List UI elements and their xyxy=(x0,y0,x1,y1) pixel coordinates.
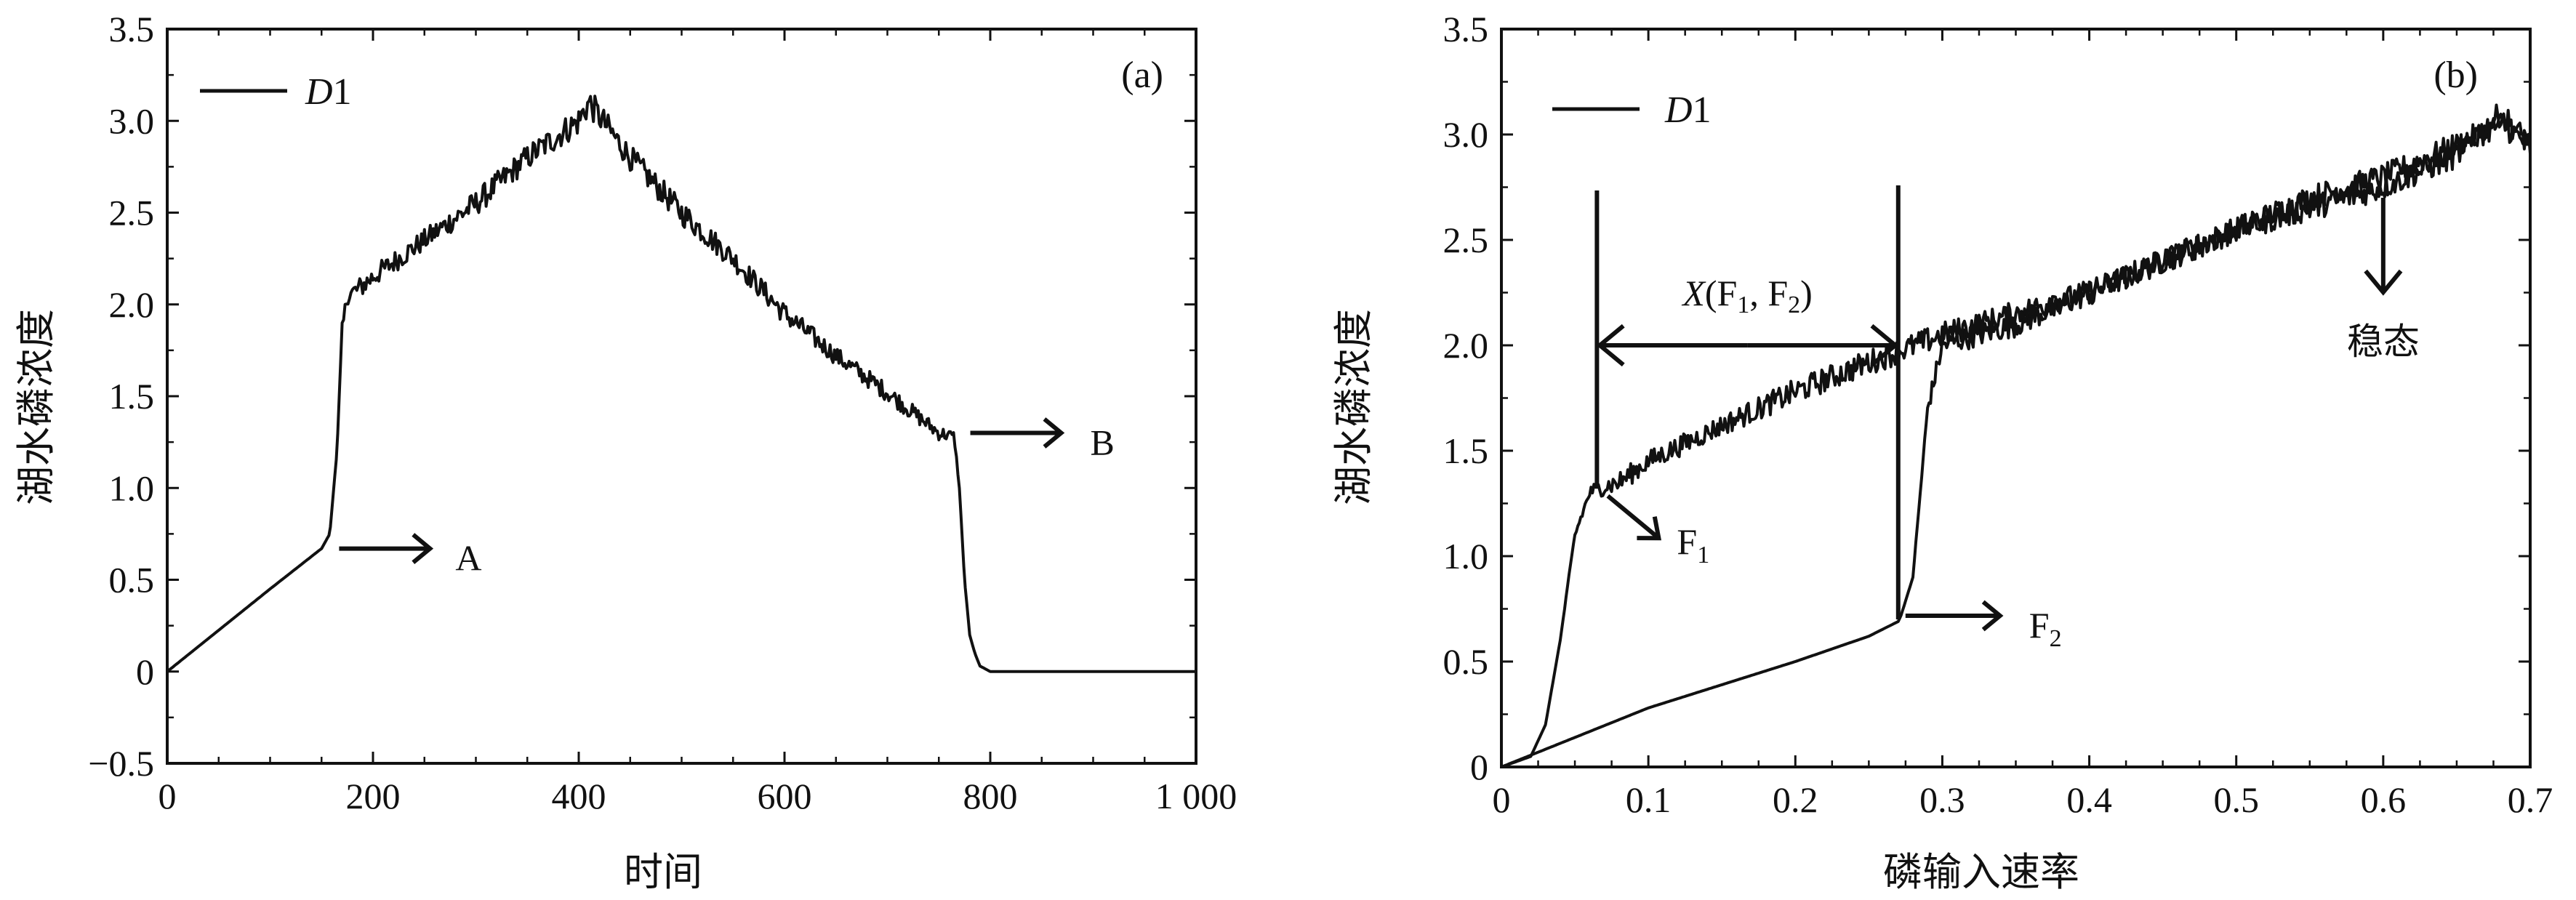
b-x-tick-label: 0.1 xyxy=(1626,779,1672,820)
a-x-tick-label: 800 xyxy=(963,776,1018,816)
panel-b-annotation-F2: F2 xyxy=(2029,605,2062,652)
panel-b-annotation-steady-state: 稳态 xyxy=(2347,321,2420,362)
a-x-tick-label: 600 xyxy=(758,776,812,816)
b-y-tick-label: 2.0 xyxy=(1443,325,1489,366)
panel-a-arrow-A xyxy=(339,533,434,565)
panel-b-span-arrow-right-head xyxy=(1870,324,1899,367)
panel-b-arrow-F1-shaft xyxy=(1606,494,1661,540)
b-frame xyxy=(1500,28,2532,768)
b-y-tick-label: 2.5 xyxy=(1443,220,1489,260)
panel-b-plot-area xyxy=(1500,28,2532,768)
panel-b-span-arrow xyxy=(1596,324,1899,367)
panel-a-ticks: 0 200 400 600 800 1 000−0.500.51.01.52.02.53.… xyxy=(88,9,1237,816)
panel-b: 0 0.1 0.2 0.3 0.4 0.5 0.6 0.7 0 0.5 1.0 1.5 2.0 2.5 3.… xyxy=(1331,9,2553,895)
b-y-tick-label: 0 xyxy=(1470,747,1488,787)
panel-b-ticks: 0 0.1 0.2 0.3 0.4 0.5 0.6 0.7 0 0.5 1.0 1.5 2.0 2.5 3.… xyxy=(1443,9,2553,820)
a-y-tick-label: −0.5 xyxy=(88,743,154,784)
panel-b-label: (b) xyxy=(2433,55,2478,96)
panel-b-annotation-F1: F1 xyxy=(1677,521,1709,568)
a-y-tick-label: 1.5 xyxy=(109,376,155,417)
a-x-tick-label: 0 xyxy=(159,776,177,816)
a-x-tick-label: 400 xyxy=(552,776,606,816)
b-x-tick-label: 0.6 xyxy=(2361,779,2407,820)
a-x-tick-label: 200 xyxy=(346,776,401,816)
a-frame xyxy=(166,28,1197,765)
a-series-line-0 xyxy=(166,95,1196,673)
b-series-line-1 xyxy=(1501,103,2532,768)
panel-b-arrow-F2 xyxy=(1905,600,2004,632)
a-y-tick-label: 0.5 xyxy=(109,560,155,600)
panel-b-legend-label: D1 xyxy=(1664,89,1712,131)
b-y-tick-label: 3.0 xyxy=(1443,114,1489,155)
b-x-tick-label: 0 xyxy=(1493,779,1511,820)
panel-a-label: (a) xyxy=(1121,55,1163,96)
a-y-tick-label: 3.5 xyxy=(109,9,155,49)
panel-a-annotation-A: A xyxy=(455,538,481,579)
b-y-tick-label: 1.5 xyxy=(1443,430,1489,471)
panel-a-plot-area xyxy=(166,28,1197,765)
panel-b-legend: D1 xyxy=(1552,89,1712,131)
b-x-tick-label: 0.4 xyxy=(2066,779,2112,820)
panel-a-series xyxy=(166,95,1196,673)
a-y-tick-label: 0 xyxy=(136,651,154,692)
b-x-tick-label: 0.2 xyxy=(1773,779,1818,820)
panel-b-hysteresis-lines xyxy=(1594,185,1901,619)
panel-b-arrow-F1 xyxy=(1606,494,1662,541)
panel-b-arrow-steady-state xyxy=(2364,198,2403,296)
b-series-line-0 xyxy=(1501,113,2532,768)
panel-b-annotation-X: X(F1, F2) xyxy=(1681,273,1812,318)
b-x-tick-label: 0.5 xyxy=(2213,779,2259,820)
a-y-tick-label: 2.0 xyxy=(109,284,155,325)
panel-a-annotation-B: B xyxy=(1091,422,1115,463)
panel-b-arrow-F1-head xyxy=(1637,516,1662,541)
panel-b-arrow-steady-state-head xyxy=(2364,269,2403,296)
panel-b-arrow-F2-head xyxy=(1981,600,2004,632)
a-y-tick-label: 1.0 xyxy=(109,467,155,508)
a-y-tick-label: 3.0 xyxy=(109,100,155,141)
panel-a-x-axis-title: 时间 xyxy=(624,849,702,895)
panel-a-legend: D1 xyxy=(200,71,352,113)
b-x-tick-label: 0.7 xyxy=(2508,779,2553,820)
panel-b-x-axis-title: 磷输入速率 xyxy=(1883,849,2079,895)
a-x-tick-label: 1 000 xyxy=(1155,776,1237,816)
b-y-tick-label: 1.0 xyxy=(1443,536,1489,576)
panel-b-span-arrow-left-head xyxy=(1596,324,1625,367)
a-y-tick-label: 2.5 xyxy=(109,193,155,233)
panel-a-arrow-B xyxy=(970,417,1065,449)
b-y-tick-label: 3.5 xyxy=(1443,9,1489,49)
b-y-tick-label: 0.5 xyxy=(1443,641,1489,682)
panel-a: 0 200 400 600 800 1 000−0.500.51.01.52.02.53.… xyxy=(13,9,1237,895)
panel-b-y-axis-title: 湖水磷浓度 xyxy=(1331,309,1376,505)
panel-a-y-axis-title: 湖水磷浓度 xyxy=(13,309,59,505)
panel-b-series xyxy=(1501,103,2532,768)
panel-a-arrow-A-head xyxy=(412,533,434,565)
panel-a-legend-label: D1 xyxy=(305,71,352,113)
b-x-tick-label: 0.3 xyxy=(1919,779,1965,820)
panel-a-arrow-B-head xyxy=(1043,417,1065,449)
